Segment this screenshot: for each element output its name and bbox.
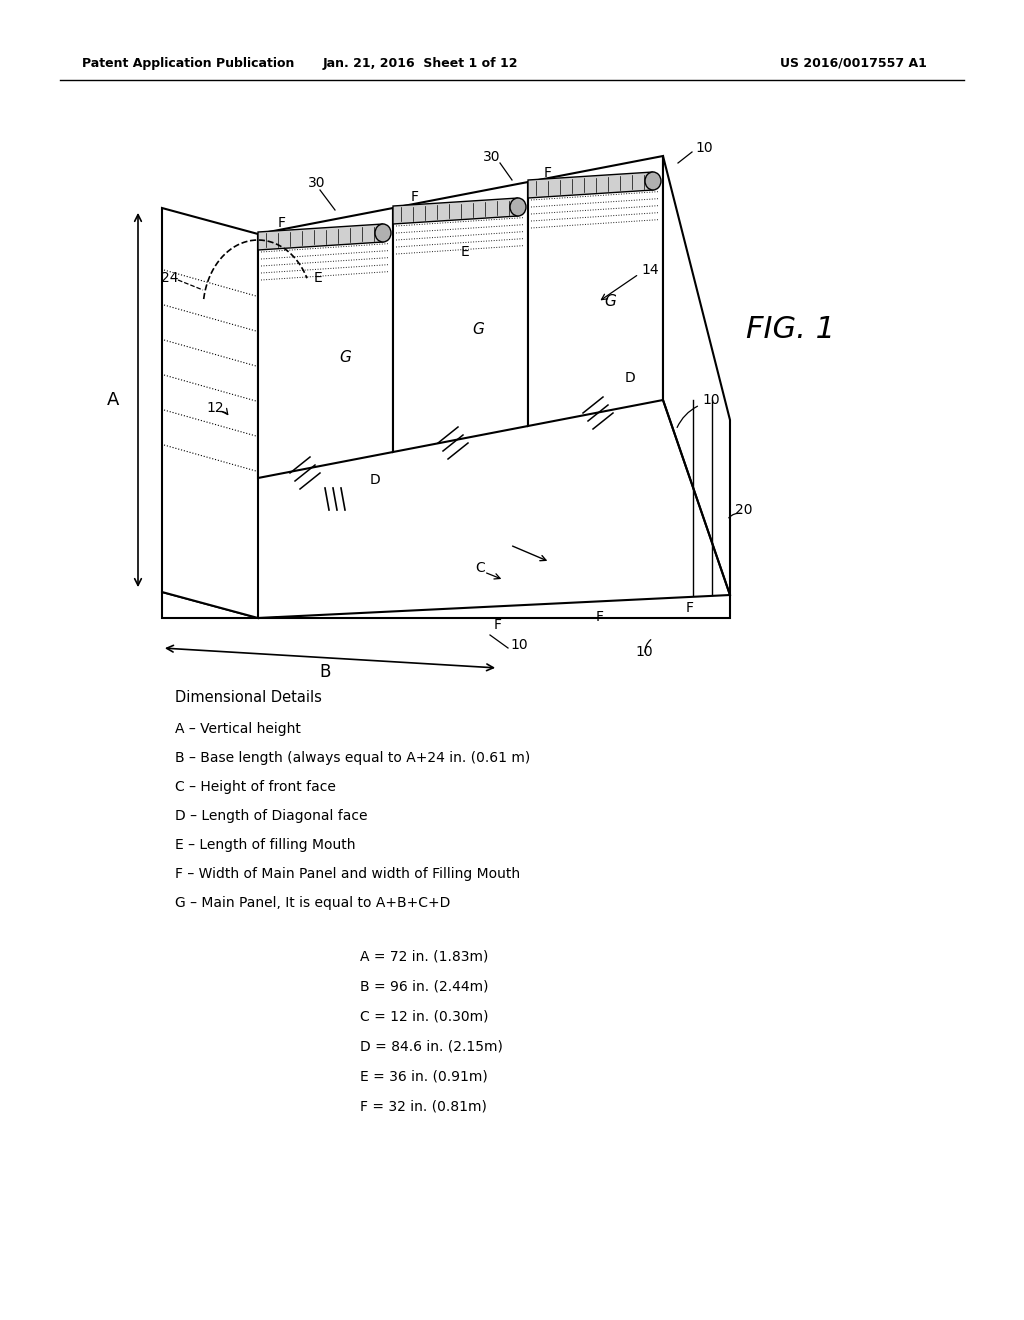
Polygon shape: [528, 156, 663, 426]
Text: 30: 30: [308, 176, 326, 190]
Polygon shape: [258, 209, 393, 478]
Text: 12: 12: [206, 401, 224, 414]
Text: Jan. 21, 2016  Sheet 1 of 12: Jan. 21, 2016 Sheet 1 of 12: [323, 57, 518, 70]
Text: B: B: [319, 663, 331, 681]
Text: 10: 10: [702, 393, 720, 407]
Text: F – Width of Main Panel and width of Filling Mouth: F – Width of Main Panel and width of Fil…: [175, 867, 520, 880]
Text: 10: 10: [695, 141, 713, 154]
Text: G – Main Panel, It is equal to A+B+C+D: G – Main Panel, It is equal to A+B+C+D: [175, 896, 451, 909]
Text: D: D: [370, 473, 380, 487]
Polygon shape: [663, 156, 730, 595]
Text: E: E: [313, 271, 323, 285]
Text: 10: 10: [635, 645, 652, 659]
Ellipse shape: [510, 198, 526, 216]
Text: F: F: [686, 601, 694, 615]
Text: E – Length of filling Mouth: E – Length of filling Mouth: [175, 838, 355, 851]
Text: C: C: [475, 561, 485, 576]
Text: US 2016/0017557 A1: US 2016/0017557 A1: [780, 57, 927, 70]
Text: D – Length of Diagonal face: D – Length of Diagonal face: [175, 809, 368, 822]
Text: 24: 24: [161, 271, 179, 285]
Text: D: D: [625, 371, 635, 385]
Polygon shape: [258, 224, 383, 249]
Text: D = 84.6 in. (2.15m): D = 84.6 in. (2.15m): [360, 1040, 503, 1053]
Text: F = 32 in. (0.81m): F = 32 in. (0.81m): [360, 1100, 486, 1114]
Text: G: G: [472, 322, 484, 338]
Polygon shape: [393, 182, 528, 451]
Text: G: G: [604, 294, 616, 309]
Text: A: A: [106, 391, 119, 409]
Polygon shape: [162, 209, 258, 618]
Text: E: E: [461, 246, 469, 259]
Ellipse shape: [375, 224, 391, 242]
Text: F: F: [596, 610, 604, 624]
Polygon shape: [162, 591, 730, 618]
Text: B = 96 in. (2.44m): B = 96 in. (2.44m): [360, 979, 488, 994]
Text: G: G: [339, 351, 351, 366]
Text: 20: 20: [735, 503, 753, 517]
Text: 14: 14: [641, 263, 658, 277]
Text: Dimensional Details: Dimensional Details: [175, 690, 322, 705]
Text: F: F: [278, 216, 286, 230]
Text: F: F: [494, 618, 502, 632]
Ellipse shape: [645, 172, 662, 190]
Text: C – Height of front face: C – Height of front face: [175, 780, 336, 795]
Text: F: F: [411, 190, 419, 205]
Text: A – Vertical height: A – Vertical height: [175, 722, 301, 737]
Text: FIG. 1: FIG. 1: [745, 315, 835, 345]
Text: A = 72 in. (1.83m): A = 72 in. (1.83m): [360, 950, 488, 964]
Text: 10: 10: [510, 638, 527, 652]
Polygon shape: [528, 172, 653, 198]
Text: F: F: [544, 166, 552, 180]
Polygon shape: [393, 198, 518, 224]
Text: Patent Application Publication: Patent Application Publication: [82, 57, 294, 70]
Text: B – Base length (always equal to A+24 in. (0.61 m): B – Base length (always equal to A+24 in…: [175, 751, 530, 766]
Text: E = 36 in. (0.91m): E = 36 in. (0.91m): [360, 1071, 487, 1084]
Text: 30: 30: [483, 150, 501, 164]
Text: C = 12 in. (0.30m): C = 12 in. (0.30m): [360, 1010, 488, 1024]
